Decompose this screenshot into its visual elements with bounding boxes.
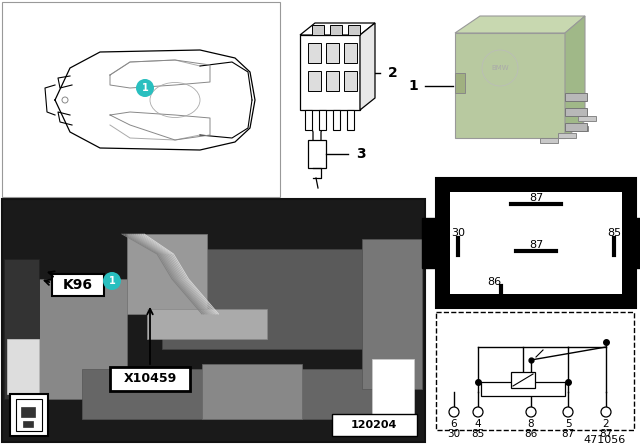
Text: 5: 5 (564, 419, 572, 429)
Circle shape (136, 79, 154, 97)
Circle shape (563, 407, 573, 417)
Bar (481, 382, 565, 396)
Bar (21, 407, 35, 417)
Bar (635, 218, 640, 268)
Text: 2: 2 (388, 66, 397, 80)
Bar (127, 234, 207, 314)
Text: 85: 85 (607, 228, 621, 238)
Text: 87: 87 (600, 429, 612, 439)
Bar (10, 394, 48, 436)
Circle shape (103, 272, 121, 290)
Text: 4: 4 (475, 419, 481, 429)
Bar (147, 309, 267, 339)
Bar (455, 73, 465, 93)
Bar (308, 140, 326, 168)
Bar (558, 133, 576, 138)
Bar (300, 35, 360, 110)
Bar (570, 126, 588, 131)
Text: BMW: BMW (491, 65, 509, 71)
Bar (565, 123, 587, 131)
Bar (578, 116, 596, 121)
Text: 1: 1 (408, 79, 418, 93)
Bar (565, 93, 587, 101)
Bar (436, 178, 636, 308)
Bar (2, 199, 425, 442)
Bar (333, 110, 340, 130)
Bar (348, 25, 360, 35)
Bar (326, 71, 339, 91)
Bar (2, 2, 280, 197)
Bar (308, 43, 321, 63)
Bar (326, 43, 339, 63)
Text: X10459: X10459 (124, 372, 177, 385)
Circle shape (526, 407, 536, 417)
Polygon shape (455, 16, 585, 33)
Text: 87: 87 (561, 429, 575, 439)
Bar (162, 249, 362, 349)
Bar (455, 33, 565, 138)
Bar (362, 239, 422, 389)
Bar (436, 312, 634, 430)
Text: 3: 3 (356, 147, 365, 161)
Bar (312, 25, 324, 35)
Text: 6: 6 (451, 419, 458, 429)
Polygon shape (300, 23, 375, 35)
Bar (4, 259, 39, 399)
Text: 471056: 471056 (584, 435, 626, 445)
Bar (319, 110, 326, 130)
Text: 30: 30 (451, 228, 465, 238)
Bar (344, 43, 357, 63)
Circle shape (449, 407, 459, 417)
Bar (344, 71, 357, 91)
Text: K96: K96 (63, 278, 93, 292)
Text: 86: 86 (524, 429, 538, 439)
Bar (565, 108, 587, 116)
Bar (16, 399, 42, 431)
Text: 1: 1 (141, 83, 148, 93)
Circle shape (62, 97, 68, 103)
Text: 1: 1 (109, 276, 115, 286)
Bar (52, 274, 104, 296)
Text: 120204: 120204 (351, 420, 397, 430)
Bar (330, 25, 342, 35)
Text: 2: 2 (603, 419, 609, 429)
Circle shape (473, 407, 483, 417)
Polygon shape (360, 23, 375, 110)
Bar (540, 138, 558, 143)
Bar (82, 369, 402, 419)
Bar (422, 218, 437, 268)
Polygon shape (565, 16, 585, 138)
Circle shape (482, 50, 518, 86)
Bar (511, 372, 535, 388)
Bar (37, 279, 127, 399)
Bar (308, 71, 321, 91)
Text: 8: 8 (528, 419, 534, 429)
Bar (450, 192, 622, 294)
Text: 85: 85 (472, 429, 484, 439)
Text: 87: 87 (529, 193, 543, 203)
Bar (305, 110, 312, 130)
Bar (332, 414, 417, 436)
Bar (7, 339, 39, 394)
Text: 87: 87 (529, 240, 543, 250)
Text: 86: 86 (487, 277, 501, 287)
Bar (347, 110, 354, 130)
Circle shape (601, 407, 611, 417)
Bar (372, 359, 414, 414)
Bar (23, 421, 33, 427)
Bar (110, 367, 190, 391)
Text: 30: 30 (447, 429, 461, 439)
Bar (202, 364, 302, 419)
